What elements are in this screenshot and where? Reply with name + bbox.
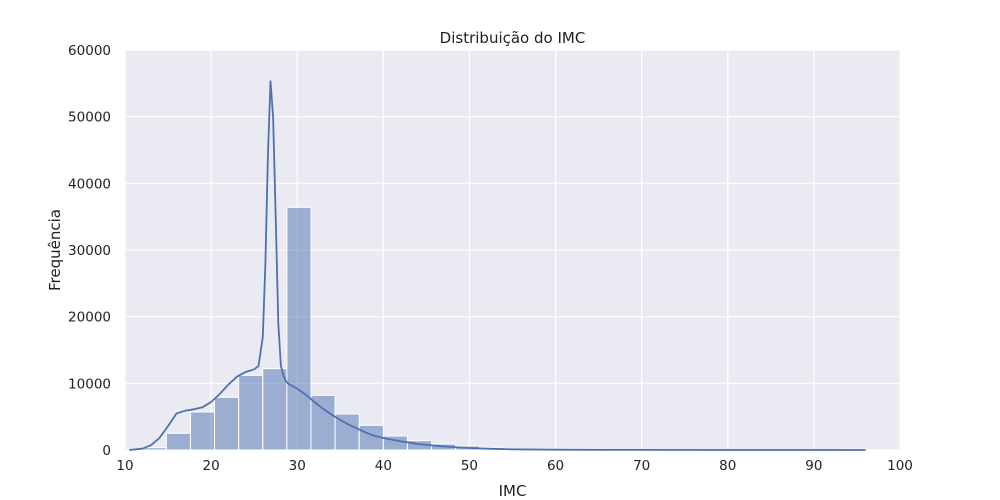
chart-title: Distribuição do IMC bbox=[440, 29, 586, 47]
histogram-bar-7 bbox=[310, 394, 336, 451]
x-tick-label: 40 bbox=[375, 458, 392, 474]
kde-curve bbox=[129, 80, 866, 451]
histogram-bar-1 bbox=[165, 432, 191, 451]
y-tick-label: 0 bbox=[102, 443, 111, 459]
x-tick-label: 70 bbox=[633, 458, 650, 474]
y-tick-label: 20000 bbox=[68, 310, 111, 326]
x-tick-label: 100 bbox=[887, 458, 913, 474]
x-tick-label: 80 bbox=[719, 458, 736, 474]
y-axis-label: Frequência bbox=[46, 209, 64, 291]
histogram-bars bbox=[141, 206, 867, 451]
y-axis-ticks: 0 10000 20000 30000 40000 50000 60000 bbox=[68, 43, 111, 459]
x-tick-label: 20 bbox=[203, 458, 220, 474]
x-tick-label: 60 bbox=[547, 458, 564, 474]
x-tick-label: 30 bbox=[289, 458, 306, 474]
histogram-bar-2 bbox=[189, 411, 216, 451]
y-tick-label: 30000 bbox=[68, 243, 111, 259]
histogram-bar-4 bbox=[238, 374, 264, 451]
x-tick-label: 10 bbox=[116, 458, 133, 474]
histogram-bar-3 bbox=[214, 396, 240, 451]
histogram-bar-5 bbox=[262, 368, 288, 451]
x-tick-label: 50 bbox=[461, 458, 478, 474]
x-axis-ticks: 10 20 30 40 50 60 70 80 90 100 bbox=[116, 458, 912, 474]
kde-line bbox=[129, 80, 866, 451]
y-tick-label: 10000 bbox=[68, 376, 111, 392]
y-tick-label: 50000 bbox=[68, 110, 111, 126]
x-axis-label: IMC bbox=[499, 482, 527, 500]
histogram-bar-6 bbox=[286, 206, 312, 451]
x-tick-label: 90 bbox=[805, 458, 822, 474]
y-tick-label: 60000 bbox=[68, 43, 111, 59]
y-tick-label: 40000 bbox=[68, 176, 111, 192]
